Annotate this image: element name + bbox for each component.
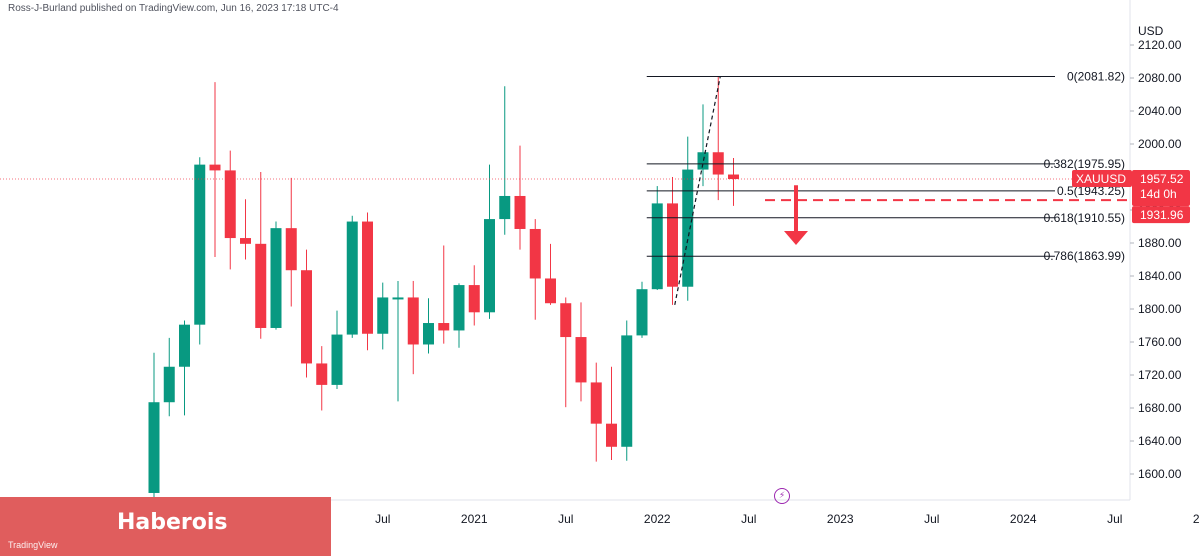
down-arrow-icon[interactable] [784, 231, 808, 245]
candle-body[interactable] [270, 228, 282, 328]
candle-body[interactable] [377, 297, 389, 334]
candle-body[interactable] [484, 219, 495, 313]
fib-level-label: 0.382(1975.95) [1044, 157, 1125, 171]
candle-body[interactable] [346, 221, 358, 335]
time-tick-label: 2025 [1193, 512, 1200, 526]
symbol-tag-bg [1072, 170, 1132, 188]
bar-countdown: 14d 0h [1140, 187, 1177, 201]
time-tick-label: 2021 [461, 512, 488, 526]
candle-body[interactable] [667, 203, 678, 287]
candle-body[interactable] [575, 337, 587, 383]
candle-body[interactable] [240, 238, 251, 244]
candle-body[interactable] [285, 228, 297, 271]
candle-body[interactable] [438, 323, 450, 331]
candle-body[interactable] [316, 363, 328, 385]
candle-body[interactable] [514, 195, 526, 229]
time-tick-label: 2024 [1010, 512, 1037, 526]
price-tick-label: 2080.00 [1138, 71, 1182, 85]
time-tick-label: Jul [1107, 512, 1122, 526]
candle-body[interactable] [545, 278, 556, 304]
symbol-tag: XAUUSD [1076, 172, 1126, 186]
price-tick-label: 1800.00 [1138, 302, 1182, 316]
time-tick-label: Jul [558, 512, 573, 526]
candle-body[interactable] [560, 303, 572, 338]
candle-body[interactable] [621, 335, 633, 447]
last-price-tag: 1957.52 [1140, 172, 1184, 186]
candle-body[interactable] [606, 423, 617, 447]
tradingview-logo-icon: TradingView [8, 540, 58, 550]
candle-body[interactable] [468, 285, 480, 313]
candle-body[interactable] [651, 203, 663, 290]
fib-level-label: 0(2081.82) [1067, 69, 1125, 83]
candle-body[interactable] [682, 169, 694, 287]
candle-body[interactable] [331, 334, 343, 385]
price-tick-label: 1880.00 [1138, 236, 1182, 250]
candle-body[interactable] [255, 243, 267, 328]
candle-body[interactable] [728, 174, 739, 180]
candle-body[interactable] [423, 323, 434, 345]
fib-level-label: 0.618(1910.55) [1044, 211, 1125, 225]
candle-body[interactable] [453, 285, 465, 331]
level-tag-bg [1132, 206, 1190, 224]
currency-label: USD [1138, 24, 1164, 38]
candle-body[interactable] [407, 297, 419, 345]
price-tick-label: 1720.00 [1138, 368, 1182, 382]
price-tag-bg [1132, 170, 1190, 207]
fib-level-label: 0.786(1863.99) [1044, 249, 1125, 263]
candle-body[interactable] [224, 170, 236, 239]
price-tick-label: 2000.00 [1138, 137, 1182, 151]
tradingview-wordmark: TradingView [8, 540, 58, 550]
fib-level-label: 0.5(1943.25) [1057, 184, 1125, 198]
candle-body[interactable] [590, 382, 602, 424]
candle-body[interactable] [392, 297, 404, 300]
candle-body[interactable] [301, 270, 312, 364]
price-tick-label: 2040.00 [1138, 104, 1182, 118]
lightning-icon[interactable]: ⚡ [774, 488, 790, 504]
brand-watermark: Haberois TradingView [0, 497, 331, 556]
fib-trend-line[interactable] [674, 76, 721, 305]
price-tick-label: 1640.00 [1138, 434, 1182, 448]
candle-body[interactable] [499, 195, 511, 220]
candle-body[interactable] [529, 228, 541, 279]
candle-body[interactable] [362, 221, 373, 334]
brand-name: Haberois [117, 510, 228, 535]
candle-body[interactable] [697, 152, 709, 170]
candle-body[interactable] [148, 402, 160, 493]
price-tick-label: 1600.00 [1138, 467, 1182, 481]
time-tick-label: Jul [924, 512, 939, 526]
candle-body[interactable] [179, 324, 190, 367]
price-tick-label: 1680.00 [1138, 401, 1182, 415]
price-tick-label: 1840.00 [1138, 269, 1182, 283]
time-tick-label: 2022 [644, 512, 671, 526]
publisher-attribution: Ross-J-Burland published on TradingView.… [8, 3, 339, 14]
level-price-tag: 1931.96 [1140, 208, 1184, 222]
price-tick-label: 1760.00 [1138, 335, 1182, 349]
candle-body[interactable] [194, 164, 206, 325]
time-tick-label: Jul [741, 512, 756, 526]
candle-body[interactable] [209, 164, 221, 171]
time-tick-label: Jul [375, 512, 390, 526]
price-tick-label: 2120.00 [1138, 38, 1182, 52]
candle-body[interactable] [636, 289, 648, 336]
candle-body[interactable] [163, 366, 175, 403]
time-tick-label: 2023 [827, 512, 854, 526]
